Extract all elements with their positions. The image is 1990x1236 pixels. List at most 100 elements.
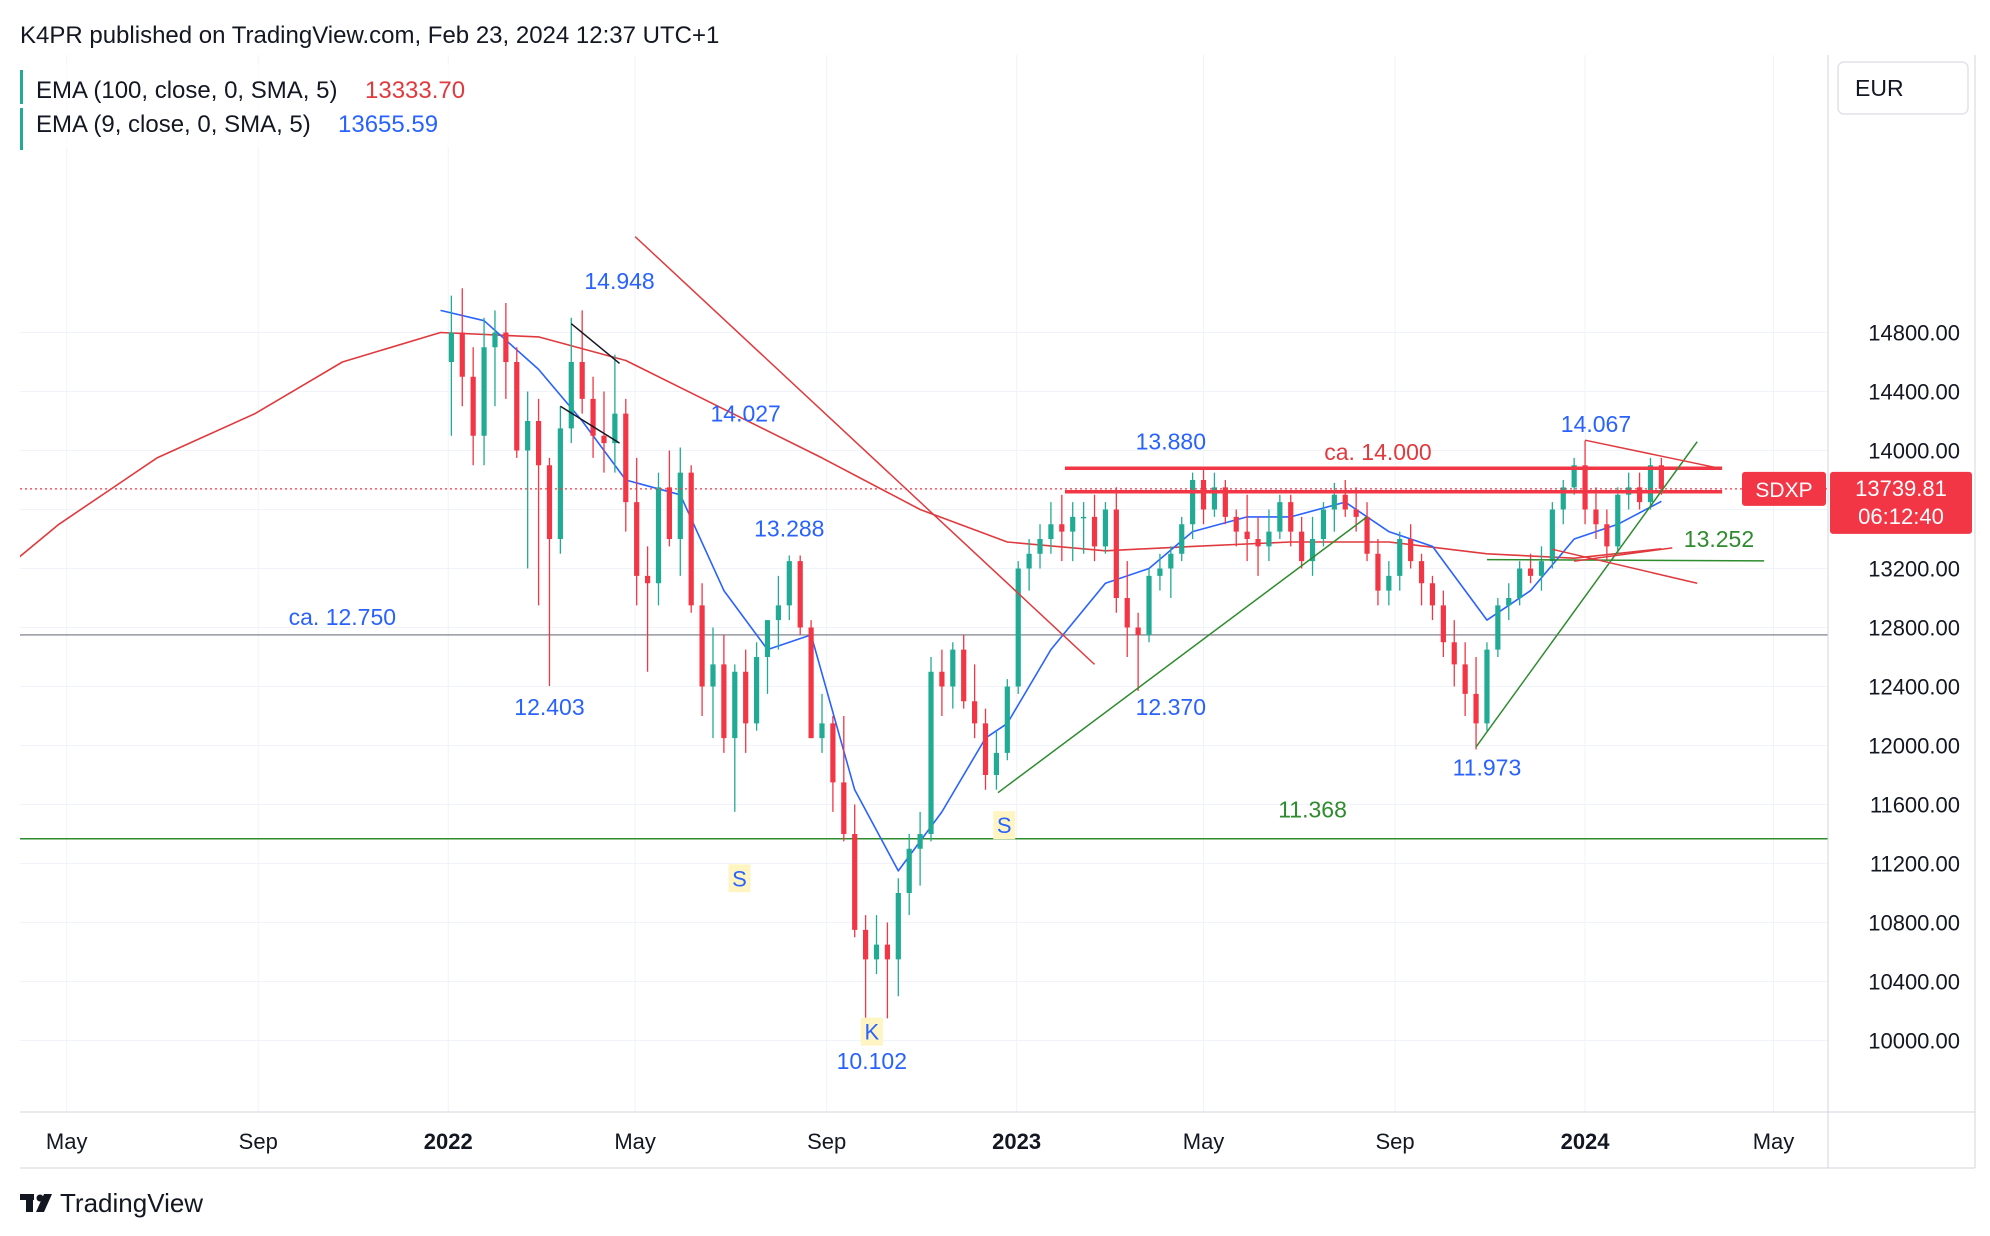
candle-body <box>939 671 945 687</box>
price-annotation: 14.948 <box>584 268 654 294</box>
candle <box>623 398 629 532</box>
ema9-legend-label[interactable]: EMA (9, close, 0, SMA, 5) <box>36 111 311 138</box>
candle-body <box>1026 553 1032 569</box>
candle <box>863 915 869 1026</box>
time-axis[interactable]: May Sep 2022 May Sep 2023 May Sep 2024 May <box>46 1129 1794 1154</box>
candle <box>710 627 716 739</box>
y-tick-label: 10000.00 <box>1868 1029 1960 1054</box>
candle <box>950 642 956 709</box>
candle-body <box>1266 531 1272 547</box>
candle-body <box>1386 575 1392 591</box>
x-tick-label: May <box>614 1129 656 1154</box>
candle-body <box>1200 480 1207 510</box>
candle-body <box>514 362 520 451</box>
candle <box>1135 612 1141 691</box>
candle-body <box>557 428 563 539</box>
pattern-marker-label: K <box>864 1020 879 1045</box>
price-annotation: 12.370 <box>1136 694 1206 720</box>
candle <box>1440 590 1446 657</box>
candle-body <box>1636 487 1643 503</box>
current-price: 13739.81 <box>1855 476 1947 501</box>
candle-body <box>786 561 792 606</box>
candle-body <box>688 472 694 606</box>
candle <box>1647 457 1654 510</box>
legend-marker-ema100 <box>20 70 23 104</box>
candle-body <box>1331 494 1337 510</box>
candle <box>1462 642 1468 716</box>
candle-body <box>1397 539 1403 576</box>
candle-body <box>1615 494 1621 547</box>
y-tick-label: 12400.00 <box>1868 675 1960 700</box>
candle <box>525 391 531 569</box>
candle <box>1604 509 1610 562</box>
candle-body <box>1222 487 1228 517</box>
y-tick-label: 14400.00 <box>1868 380 1960 405</box>
pattern-marker-box <box>860 1017 883 1046</box>
candle-body <box>1364 516 1370 554</box>
candle-body <box>1211 487 1218 510</box>
candle <box>972 664 978 739</box>
candle <box>830 716 836 812</box>
y-tick-label: 11600.00 <box>1870 793 1960 818</box>
trendline <box>634 236 1096 665</box>
candle <box>906 834 912 916</box>
candle <box>514 347 520 458</box>
bar-countdown: 06:12:40 <box>1858 504 1944 529</box>
x-tick-label: Sep <box>807 1129 846 1154</box>
candle <box>470 347 476 466</box>
x-tick-label: 2023 <box>992 1129 1041 1154</box>
candle-body <box>1168 553 1174 569</box>
candle <box>1517 561 1523 606</box>
currency-button[interactable] <box>1837 61 1969 115</box>
candle-body <box>1560 487 1566 510</box>
candlestick-series <box>448 288 1664 1026</box>
trendline <box>1486 558 1765 562</box>
candle <box>1026 539 1032 591</box>
candle <box>1495 598 1501 657</box>
candle <box>1299 516 1305 569</box>
candle <box>481 317 487 466</box>
candle <box>1070 502 1076 562</box>
ema9-legend-value: 13655.59 <box>338 111 438 138</box>
candle-body <box>1244 531 1250 539</box>
y-tick-label: 12000.00 <box>1868 734 1960 759</box>
candle <box>1288 494 1294 547</box>
candle-body <box>841 782 847 834</box>
candle <box>677 447 683 576</box>
candle <box>808 620 814 739</box>
candle-body <box>1135 627 1141 635</box>
candle-body <box>492 332 498 348</box>
candle <box>579 310 585 414</box>
candle <box>634 457 640 606</box>
candle <box>612 354 618 473</box>
candle <box>1364 502 1370 562</box>
candle <box>1429 575 1436 621</box>
candle-body <box>830 723 836 783</box>
x-tick-label: Sep <box>239 1129 278 1154</box>
candle-body <box>459 332 465 377</box>
candle-body <box>1048 524 1054 539</box>
candle <box>1255 516 1261 576</box>
candle <box>1222 480 1228 525</box>
candle <box>721 634 727 753</box>
candle-body <box>1320 509 1327 539</box>
candle <box>1081 502 1087 554</box>
candle-body <box>1233 516 1239 532</box>
candle <box>1168 546 1174 598</box>
candle <box>1244 494 1250 562</box>
candle-body <box>1593 509 1599 525</box>
candle-body <box>1571 465 1577 488</box>
tradingview-logo[interactable]: TradingView <box>20 1188 203 1218</box>
candle <box>1113 487 1119 613</box>
candle-body <box>1102 509 1109 547</box>
candle-body <box>448 332 454 362</box>
candle <box>1015 561 1021 694</box>
candle <box>1582 440 1588 525</box>
price-annotation: 12.403 <box>514 694 584 720</box>
candle-body <box>884 944 891 960</box>
candle <box>1157 553 1163 591</box>
ema100-legend-label[interactable]: EMA (100, close, 0, SMA, 5) <box>36 77 337 104</box>
price-annotation: 11.973 <box>1453 755 1522 781</box>
